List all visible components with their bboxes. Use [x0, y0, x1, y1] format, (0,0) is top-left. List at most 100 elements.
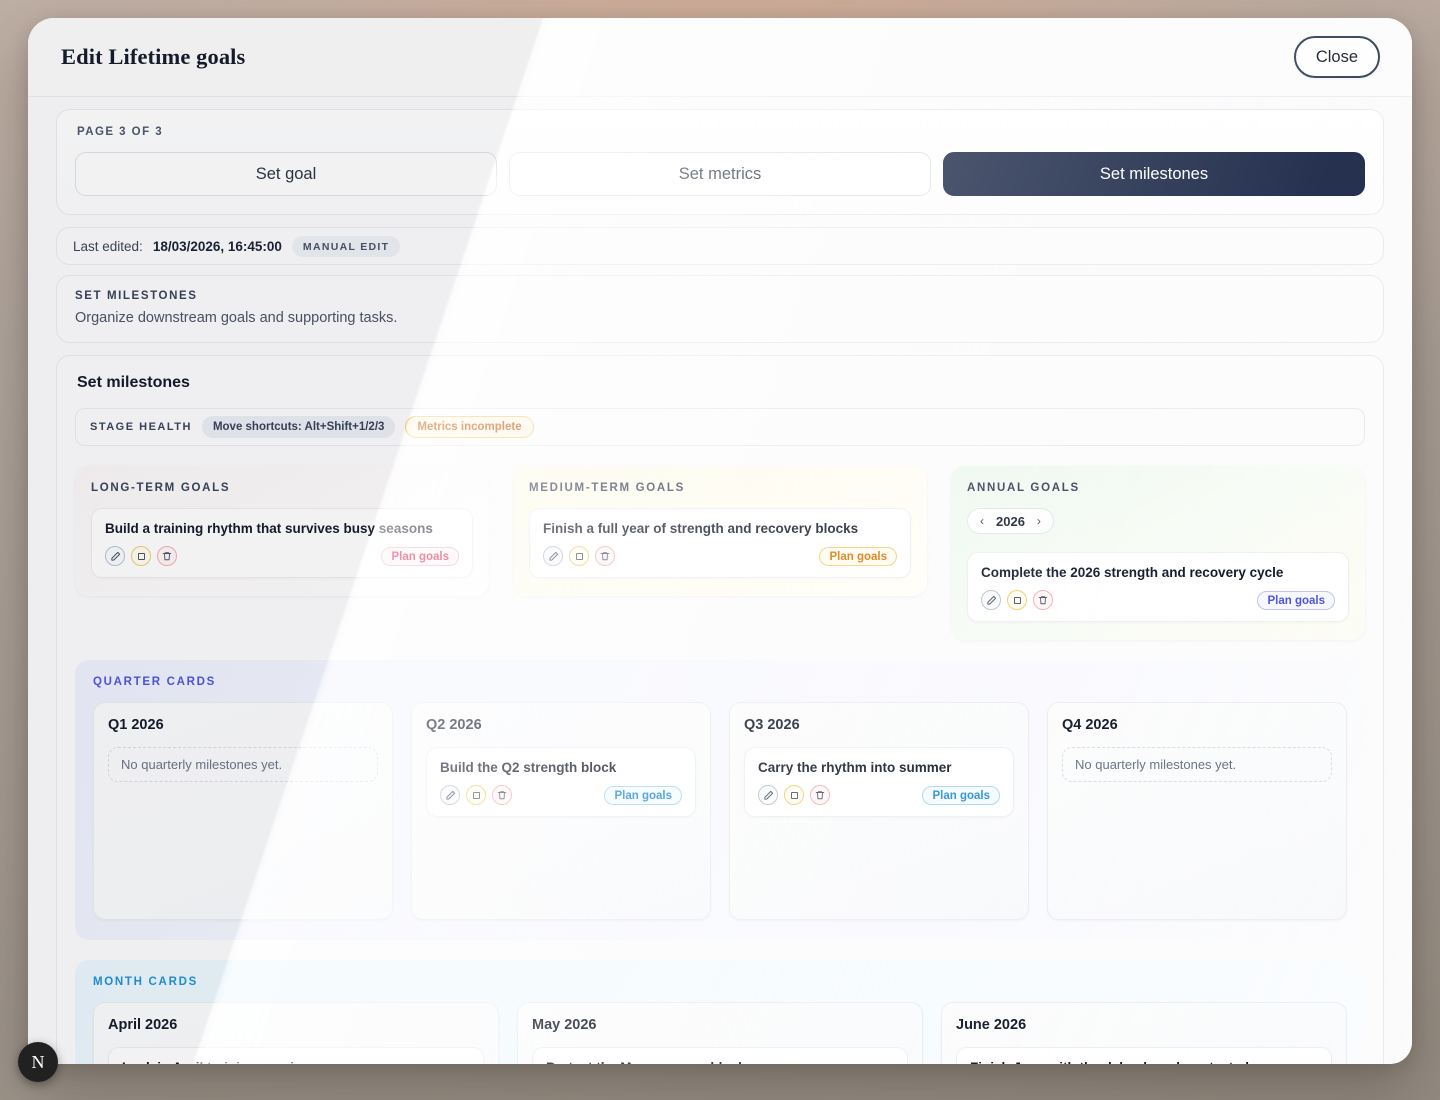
tab-set-milestones[interactable]: Set milestones	[943, 152, 1365, 196]
trash-icon[interactable]	[157, 546, 177, 567]
intro-kicker: SET MILESTONES	[75, 290, 198, 302]
quarter-card: Q4 2026 No quarterly milestones yet.	[1047, 702, 1347, 921]
tab-set-metrics[interactable]: Set metrics	[509, 152, 931, 196]
quarter-card-title: Q4 2026	[1062, 717, 1118, 734]
stage-tabs: Set goal Set metrics Set milestones	[75, 152, 1365, 196]
tier-long-term-kicker: LONG-TERM GOALS	[91, 482, 231, 494]
avatar[interactable]: N	[18, 1042, 58, 1082]
plan-goals-pill[interactable]: Plan goals	[604, 785, 682, 805]
square-icon[interactable]	[131, 546, 151, 567]
square-icon[interactable]	[784, 785, 804, 806]
last-edited-bar: Last edited: 18/03/2026, 16:45:00 MANUAL…	[56, 227, 1384, 265]
last-edited-timestamp: 18/03/2026, 16:45:00	[152, 238, 282, 254]
month-card: May 2026 Protect the May recovery block	[517, 1002, 923, 1064]
quarter-card-title: Q1 2026	[108, 717, 164, 734]
quarter-cards-group: QUARTER CARDS Q1 2026 No quarterly miles…	[75, 660, 1365, 941]
plan-goals-pill[interactable]: Plan goals	[922, 785, 1000, 805]
modal-header: Edit Lifetime goals Close	[28, 18, 1412, 96]
stage-panel: Set milestones STAGE HEALTH Move shortcu…	[56, 355, 1384, 1064]
goal-title: Complete the 2026 strength and recovery …	[981, 565, 1284, 580]
quarter-cards-kicker: QUARTER CARDS	[93, 676, 217, 689]
trash-icon[interactable]	[492, 785, 512, 806]
empty-state: No quarterly milestones yet.	[1062, 747, 1332, 783]
goal-actions-row: Plan goals	[981, 590, 1335, 611]
goal-item[interactable]: Build the Q2 strength block	[426, 747, 696, 818]
manual-edit-badge: MANUAL EDIT	[291, 235, 401, 257]
goal-title: Build the Q2 strength block	[440, 760, 617, 776]
goal-title: Finish a full year of strength and recov…	[543, 521, 859, 536]
goal-item[interactable]: Finish June with the deload week protect…	[956, 1047, 1332, 1064]
goal-title: Protect the May recovery block	[546, 1059, 894, 1064]
tier-annual: ANNUAL GOALS ‹ 2026 › Complete the 2026 …	[951, 466, 1365, 641]
quarter-card-title: Q2 2026	[426, 717, 482, 734]
goal-title: Build a training rhythm that survives bu…	[105, 521, 433, 536]
last-edited-prefix: Last edited:	[73, 238, 143, 254]
pencil-icon[interactable]	[543, 546, 563, 567]
page-title: Edit Lifetime goals	[61, 44, 246, 69]
goal-item[interactable]: Carry the rhythm into summer	[744, 747, 1014, 818]
year-stepper: ‹ 2026 ›	[967, 508, 1054, 534]
month-cards-kicker: MONTH CARDS	[93, 976, 198, 989]
goal-icon-group	[981, 590, 1053, 611]
move-shortcuts-chip: Move shortcuts: Alt+Shift+1/2/3	[201, 416, 396, 438]
square-icon[interactable]	[466, 785, 486, 806]
month-card: April 2026 Lock in April training sessio…	[93, 1002, 499, 1064]
trash-icon[interactable]	[810, 785, 830, 806]
month-card-title: June 2026	[956, 1017, 1027, 1034]
close-button[interactable]: Close	[1293, 36, 1380, 78]
section-intro: SET MILESTONES Organize downstream goals…	[56, 275, 1384, 343]
goal-actions-row: Plan goals	[105, 546, 459, 567]
goal-title: Finish June with the deload week protect…	[970, 1059, 1318, 1064]
tier-long-term: LONG-TERM GOALS Build a training rhythm …	[75, 466, 489, 597]
goal-icon-group	[758, 785, 830, 806]
trash-icon[interactable]	[595, 546, 615, 567]
edit-goals-modal: Edit Lifetime goals Close PAGE 3 OF 3 Se…	[28, 18, 1412, 1064]
square-icon[interactable]	[569, 546, 589, 567]
square-icon[interactable]	[1007, 590, 1027, 611]
goal-icon-group	[440, 785, 512, 806]
stage-title: Set milestones	[77, 374, 190, 391]
empty-state: No quarterly milestones yet.	[108, 747, 378, 783]
goal-item[interactable]: Finish a full year of strength and recov…	[529, 508, 911, 579]
chevron-left-icon[interactable]: ‹	[980, 514, 984, 528]
goal-item[interactable]: Build a training rhythm that survives bu…	[91, 508, 473, 579]
goal-title: Lock in April training sessions	[122, 1059, 470, 1064]
goal-actions-row: Plan goals	[440, 785, 682, 806]
year-value: 2026	[996, 513, 1025, 529]
modal-scroll-body[interactable]: PAGE 3 OF 3 Set goal Set metrics Set mil…	[28, 96, 1412, 1064]
intro-subtitle: Organize downstream goals and supporting…	[75, 310, 398, 326]
tier-medium-term: MEDIUM-TERM GOALS Finish a full year of …	[513, 466, 927, 597]
pager-panel: PAGE 3 OF 3 Set goal Set metrics Set mil…	[56, 109, 1384, 215]
quarter-card: Q3 2026 Carry the rhythm into summer	[729, 702, 1029, 921]
plan-goals-pill[interactable]: Plan goals	[819, 546, 897, 566]
goal-actions-row: Plan goals	[543, 546, 897, 567]
goal-icon-group	[543, 546, 615, 567]
trash-icon[interactable]	[1033, 590, 1053, 611]
plan-goals-pill[interactable]: Plan goals	[1257, 590, 1335, 610]
goal-actions-row: Plan goals	[758, 785, 1000, 806]
quarter-card-grid: Q1 2026 No quarterly milestones yet. Q2 …	[93, 702, 1347, 921]
tier-medium-term-kicker: MEDIUM-TERM GOALS	[529, 482, 686, 494]
month-cards-group: MONTH CARDS April 2026 Lock in April tra…	[75, 960, 1365, 1064]
pencil-icon[interactable]	[440, 785, 460, 806]
quarter-card: Q2 2026 Build the Q2 strength block	[411, 702, 711, 921]
goal-tiers: LONG-TERM GOALS Build a training rhythm …	[75, 466, 1365, 641]
goal-icon-group	[105, 546, 177, 567]
pencil-icon[interactable]	[105, 546, 125, 567]
goal-item[interactable]: Lock in April training sessions	[108, 1047, 484, 1064]
pencil-icon[interactable]	[981, 590, 1001, 611]
month-card-grid: April 2026 Lock in April training sessio…	[93, 1002, 1347, 1064]
month-card-title: May 2026	[532, 1017, 597, 1034]
month-card-title: April 2026	[108, 1017, 178, 1034]
plan-goals-pill[interactable]: Plan goals	[381, 546, 459, 566]
goal-item[interactable]: Complete the 2026 strength and recovery …	[967, 552, 1349, 623]
tier-annual-kicker: ANNUAL GOALS	[967, 482, 1080, 494]
month-card: June 2026 Finish June with the deload we…	[941, 1002, 1347, 1064]
goal-item[interactable]: Protect the May recovery block	[532, 1047, 908, 1064]
quarter-card: Q1 2026 No quarterly milestones yet.	[93, 702, 393, 921]
page-indicator: PAGE 3 OF 3	[77, 126, 164, 138]
pencil-icon[interactable]	[758, 785, 778, 806]
chevron-right-icon[interactable]: ›	[1036, 514, 1041, 528]
stage-health-bar: STAGE HEALTH Move shortcuts: Alt+Shift+1…	[75, 408, 1365, 446]
tab-set-goal[interactable]: Set goal	[75, 152, 497, 196]
